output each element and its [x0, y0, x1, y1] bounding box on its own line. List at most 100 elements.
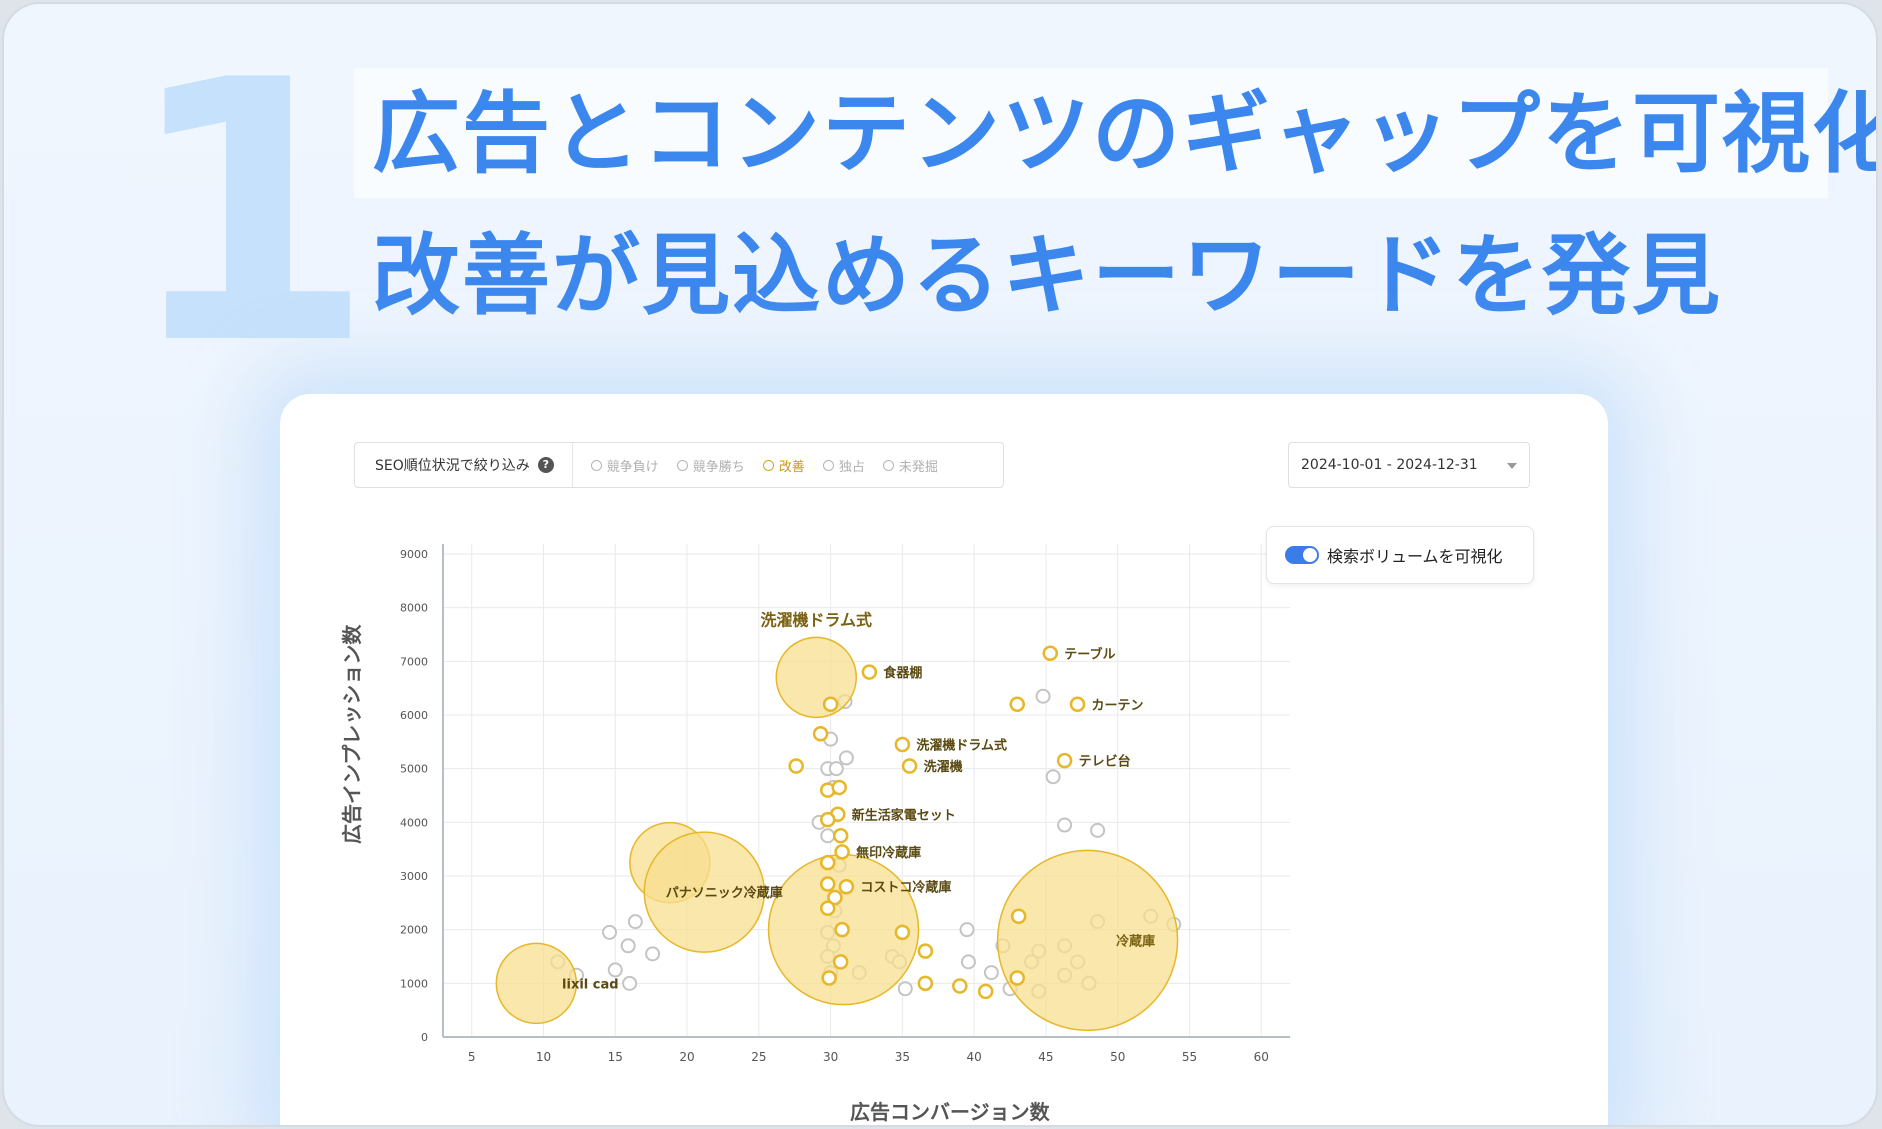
muted-point	[622, 975, 638, 991]
improve-point	[819, 854, 836, 871]
improve-point	[977, 983, 994, 1000]
point-label: 新生活家電セット	[852, 807, 956, 823]
date-range-value: 2024-10-01 - 2024-12-31	[1301, 457, 1478, 473]
improve-point	[1069, 696, 1086, 713]
improve-point	[894, 924, 911, 941]
radio-label: 競争勝ち	[692, 459, 745, 475]
x-tick-label: 5	[468, 1050, 476, 1064]
improve-point	[1009, 970, 1025, 986]
toggle-switch-icon[interactable]	[1285, 546, 1319, 564]
date-range-select[interactable]: 2024-10-01 - 2024-12-31	[1288, 442, 1530, 488]
muted-point	[1057, 817, 1073, 833]
improve-point	[901, 758, 918, 774]
x-tick-label: 45	[1038, 1050, 1053, 1064]
improve-point	[1009, 696, 1025, 713]
muted-point	[645, 946, 661, 962]
x-tick-label: 35	[895, 1050, 910, 1064]
chart-card: SEO順位状況で絞り込み ? 競争負け 競争勝ち 改善 独占 未発掘 2024-…	[280, 394, 1608, 1125]
muted-point	[828, 761, 844, 777]
volume-toggle-label: 検索ボリュームを可視化	[1327, 547, 1503, 566]
radio-undiscovered[interactable]: 未発掘	[882, 456, 938, 475]
caret-down-icon	[1507, 463, 1517, 469]
radio-improve[interactable]: 改善	[762, 456, 805, 475]
improve-point	[821, 970, 837, 986]
volume-bubble	[643, 831, 766, 953]
radio-circle-icon	[882, 459, 894, 471]
muted-point	[983, 965, 999, 981]
improve-point	[838, 878, 855, 895]
improve-point	[917, 943, 934, 959]
y-tick-label: 5000	[400, 763, 428, 776]
x-tick-label: 25	[751, 1050, 766, 1064]
radio-monopoly[interactable]: 独占	[822, 456, 865, 475]
improve-point	[831, 779, 847, 796]
radio-circle-icon	[762, 459, 774, 471]
point-label: テレビ台	[1079, 754, 1131, 770]
step-number: 1	[124, 4, 374, 423]
radio-label: 独占	[838, 459, 865, 475]
improve-point	[834, 844, 850, 860]
improve-point	[819, 811, 836, 828]
y-axis-label: 広告インプレッション数	[340, 624, 364, 844]
improve-point	[819, 900, 836, 916]
x-tick-label: 60	[1254, 1050, 1269, 1064]
muted-point	[607, 962, 623, 978]
y-tick-label: 3000	[400, 870, 428, 883]
x-tick-label: 30	[823, 1050, 838, 1064]
improve-point	[827, 889, 843, 906]
improve-point	[832, 954, 849, 970]
y-tick-label: 9000	[400, 548, 428, 561]
muted-point	[620, 938, 636, 954]
improve-point	[834, 921, 850, 938]
title-line-2: 改善が見込めるキーワードを発見	[372, 224, 1723, 327]
muted-point	[1045, 769, 1061, 785]
improve-point	[832, 828, 849, 844]
x-tick-label: 40	[967, 1050, 982, 1064]
point-label: コストコ冷蔵庫	[860, 880, 951, 896]
point-label: 食器棚	[883, 665, 922, 681]
improve-point	[894, 736, 911, 753]
title-highlight	[354, 68, 1828, 198]
y-tick-label: 7000	[400, 655, 428, 668]
muted-point	[960, 954, 976, 970]
y-tick-label: 6000	[400, 709, 428, 722]
improve-point	[822, 696, 839, 713]
radio-circle-icon	[822, 459, 834, 471]
improve-point	[812, 726, 829, 742]
muted-point	[820, 828, 836, 844]
muted-point	[602, 924, 618, 940]
radio-circle-icon	[676, 459, 688, 471]
bubble-chart: 0 1000 2000 3000 4000 5000 6000 7000 8000 9000 5 10…	[400, 544, 1290, 1064]
x-axis-label: 広告コンバージョン数	[850, 1100, 1050, 1124]
muted-point	[1035, 688, 1051, 704]
muted-point	[1090, 822, 1106, 838]
radio-competition-loss[interactable]: 競争負け	[590, 456, 659, 475]
muted-point	[897, 981, 913, 997]
improve-point	[917, 975, 934, 992]
help-icon[interactable]: ?	[537, 457, 554, 473]
improve-point	[1042, 645, 1059, 662]
muted-point	[838, 750, 854, 766]
x-tick-label: 55	[1182, 1050, 1197, 1064]
y-tick-label: 0	[421, 1031, 428, 1044]
improve-point	[1056, 752, 1073, 769]
x-tick-label: 50	[1110, 1050, 1125, 1064]
y-tick-label: 1000	[400, 977, 428, 990]
y-tick-label: 2000	[400, 924, 428, 937]
improve-point	[1010, 908, 1027, 924]
point-label: 洗濯機	[924, 759, 963, 775]
volume-toggle[interactable]: 検索ボリュームを可視化	[1266, 526, 1534, 584]
x-tick-label: 10	[536, 1050, 551, 1064]
volume-bubble	[775, 636, 858, 719]
bubble-label: lixil cad	[562, 977, 619, 992]
y-tick-label: 4000	[400, 816, 428, 829]
improve-point	[952, 978, 968, 994]
radio-label: 改善	[778, 459, 805, 475]
seo-filter-label-wrap: SEO順位状況で絞り込み ?	[355, 443, 573, 487]
bubble-label: 洗濯機ドラム式	[760, 610, 872, 629]
muted-point	[959, 922, 975, 938]
radio-competition-win[interactable]: 競争勝ち	[676, 456, 745, 475]
improve-point	[819, 876, 836, 892]
bubble-label: パナソニック冷蔵庫	[666, 885, 783, 901]
